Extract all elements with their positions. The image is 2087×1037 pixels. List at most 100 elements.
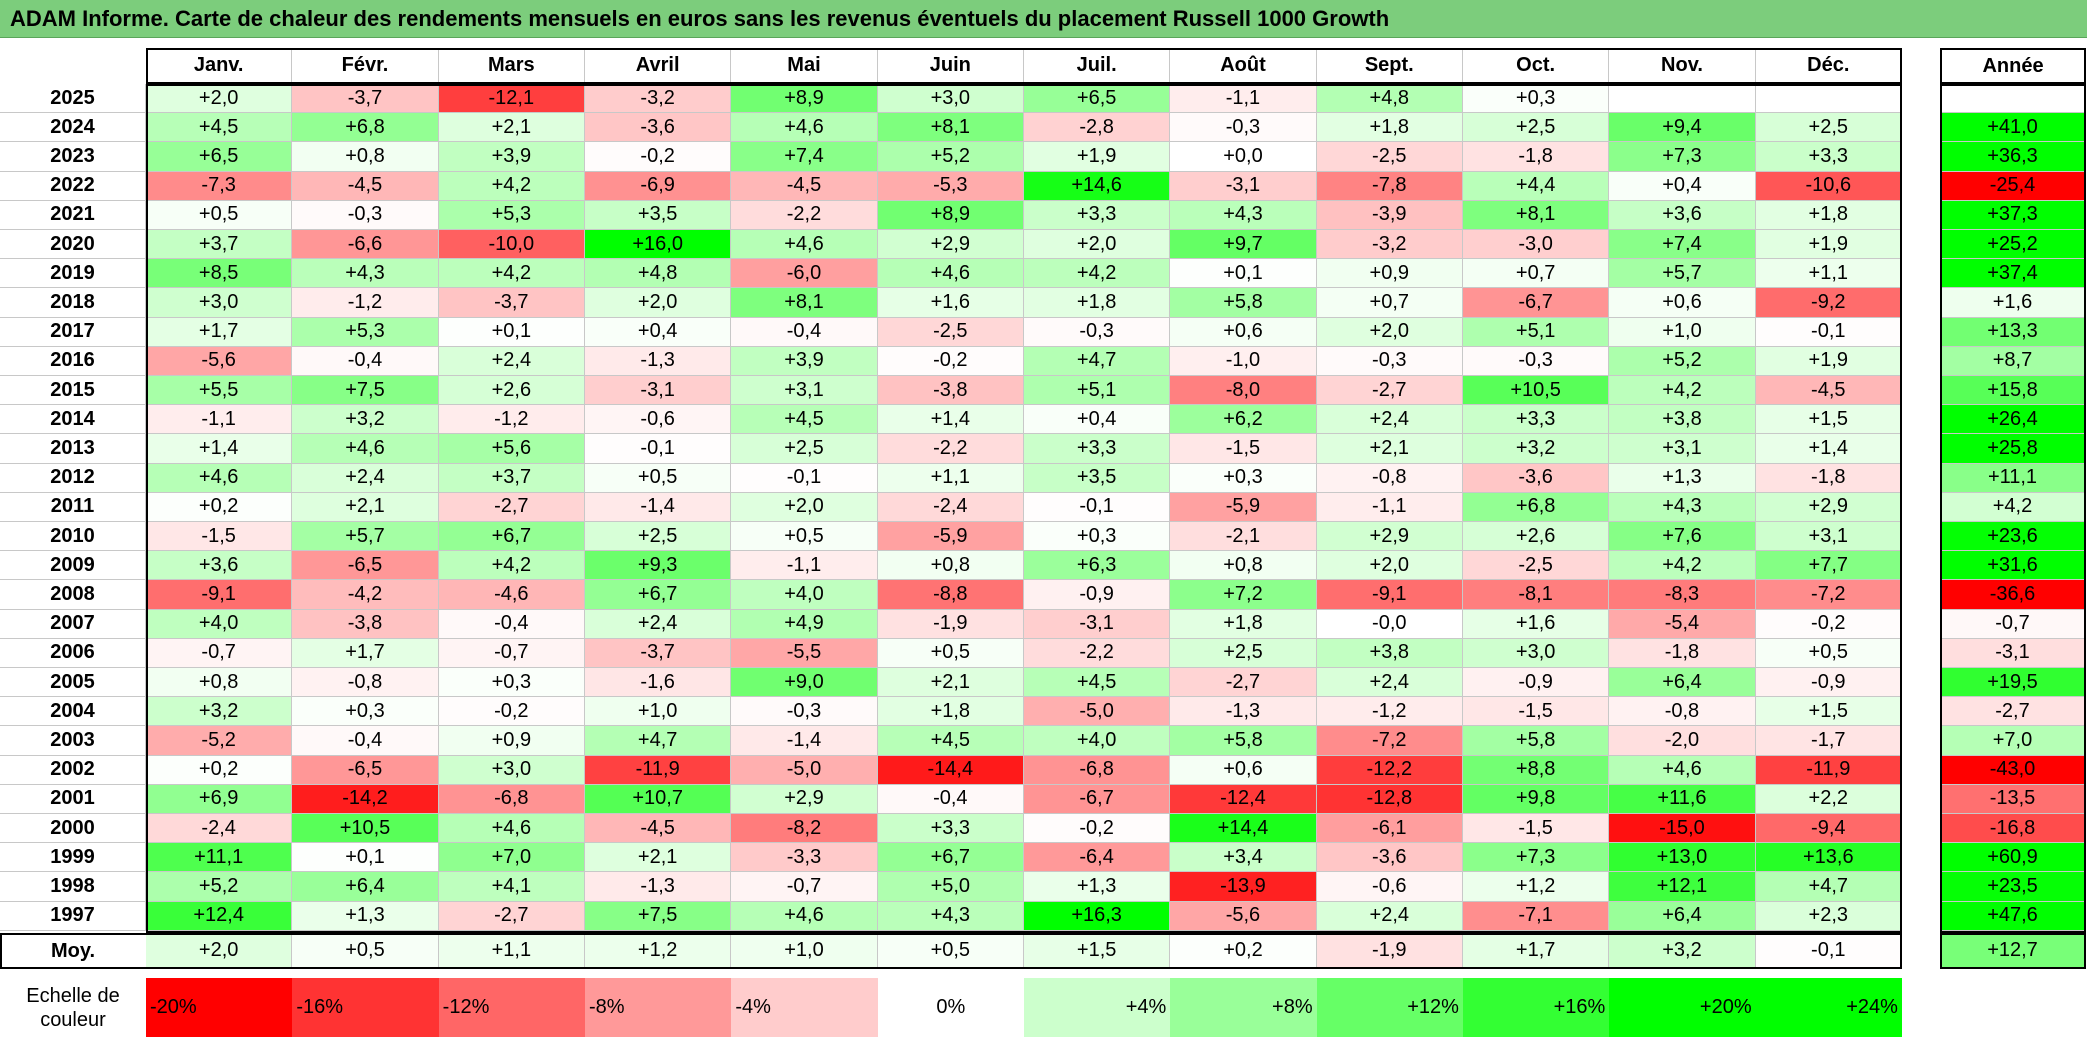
color-scale-step: +8% [1170, 978, 1317, 1037]
heatmap-cell: +2,6 [1462, 522, 1610, 552]
annual-cell: +25,2 [1940, 230, 2086, 260]
heatmap-cell: -0,6 [584, 405, 732, 435]
heatmap-cell: +2,1 [292, 492, 439, 522]
heatmap-cell: -0,9 [1462, 668, 1610, 698]
heatmap-cell: -3,7 [584, 638, 732, 668]
heatmap-cell: +4,2 [438, 551, 585, 581]
annual-cell: -43,0 [1940, 755, 2086, 785]
heatmap-cell: -5,6 [1170, 901, 1317, 931]
annual-cell: -36,6 [1940, 580, 2086, 610]
heatmap-cell: +1,1 [1755, 259, 1902, 289]
heatmap-cell: -8,0 [1170, 376, 1317, 406]
heatmap-cell: +6,4 [1609, 901, 1756, 931]
heatmap-cell: +4,7 [1023, 346, 1171, 376]
heatmap-cell: +8,1 [731, 288, 878, 318]
heatmap-cell: +1,2 [1462, 872, 1610, 902]
column-header: Déc. [1755, 48, 1902, 84]
heatmap-cell: +2,5 [1755, 113, 1902, 143]
heatmap-cell: -9,2 [1755, 288, 1902, 318]
heatmap-cell: -7,2 [1755, 580, 1902, 610]
row-year-label: 2019 [0, 259, 146, 289]
heatmap-cell: +0,7 [1462, 259, 1610, 289]
column-header: Oct. [1462, 48, 1610, 84]
heatmap-cell: +3,3 [1755, 142, 1902, 172]
heatmap-cell: +4,7 [584, 726, 732, 756]
heatmap-cell: +5,7 [292, 522, 439, 552]
heatmap-cell: +4,4 [1462, 171, 1610, 201]
heatmap-cell: +6,8 [292, 113, 439, 143]
heatmap-cell: -0,2 [1755, 609, 1902, 639]
heatmap-cell: +6,5 [1023, 84, 1171, 114]
heatmap-cell: +5,2 [146, 872, 293, 902]
heatmap-cell: +2,5 [584, 522, 732, 552]
row-year-label: 2000 [0, 814, 146, 844]
heatmap-cell: +3,3 [877, 814, 1024, 844]
heatmap-cell: +4,5 [877, 726, 1024, 756]
heatmap-cell: +3,2 [146, 697, 293, 727]
annual-cell: -13,5 [1940, 784, 2086, 814]
annual-cell: +13,3 [1940, 317, 2086, 347]
heatmap-cell: -1,8 [1609, 638, 1756, 668]
heatmap-cell: -7,1 [1462, 901, 1610, 931]
heatmap-cell: +6,7 [584, 580, 732, 610]
heatmap-cell: +4,9 [731, 609, 878, 639]
heatmap-cell: +6,7 [877, 843, 1024, 873]
heatmap-cell: -1,2 [1316, 697, 1463, 727]
heatmap-cell: +0,8 [146, 668, 293, 698]
annual-cell: +7,0 [1940, 726, 2086, 756]
heatmap-cell: +2,3 [1755, 901, 1902, 931]
heatmap-cell: -1,9 [877, 609, 1024, 639]
heatmap-cell: +0,5 [584, 463, 732, 493]
row-year-label: 2004 [0, 697, 146, 727]
heatmap-cell: -6,9 [584, 171, 732, 201]
heatmap-cell: -5,2 [146, 726, 293, 756]
annual-cell [1940, 84, 2086, 114]
heatmap-cell: +14,4 [1170, 814, 1317, 844]
row-year-label: 2010 [0, 522, 146, 552]
average-cell: -1,9 [1316, 933, 1463, 969]
heatmap-cell: +3,1 [1755, 522, 1902, 552]
heatmap-cell: +4,6 [731, 113, 878, 143]
row-year-label: 2021 [0, 200, 146, 230]
heatmap-cell: -1,2 [292, 288, 439, 318]
average-cell: +3,2 [1609, 933, 1756, 969]
row-year-label: 2020 [0, 230, 146, 260]
heatmap-cell: +16,3 [1023, 901, 1171, 931]
annual-cell: +11,1 [1940, 463, 2086, 493]
heatmap-cell: +0,1 [292, 843, 439, 873]
annual-cell: +26,4 [1940, 405, 2086, 435]
row-year-label: 1998 [0, 872, 146, 902]
row-year-label: 2011 [0, 492, 146, 522]
heatmap-cell: +0,5 [731, 522, 878, 552]
heatmap-cell: +2,2 [1755, 784, 1902, 814]
heatmap-cell: -1,1 [1170, 84, 1317, 114]
annual-cell: +41,0 [1940, 113, 2086, 143]
row-year-label: 2006 [0, 638, 146, 668]
heatmap-cell: -0,9 [1023, 580, 1171, 610]
column-header: Avril [584, 48, 732, 84]
heatmap-cell: +8,1 [877, 113, 1024, 143]
heatmap-cell [1609, 84, 1756, 114]
heatmap-cell: -0,2 [1023, 814, 1171, 844]
heatmap-cell: -0,3 [292, 200, 439, 230]
heatmap-cell: -0,1 [1755, 317, 1902, 347]
heatmap-cell: +10,5 [292, 814, 439, 844]
heatmap-cell: -0,8 [292, 668, 439, 698]
heatmap-cell: +5,8 [1170, 288, 1317, 318]
heatmap-cell: -2,2 [877, 434, 1024, 464]
heatmap-cell: -1,5 [1462, 697, 1610, 727]
heatmap-cell: -0,7 [146, 638, 293, 668]
heatmap-cell: +10,7 [584, 784, 732, 814]
heatmap-cell: +3,8 [1316, 638, 1463, 668]
heatmap-cell: -2,7 [438, 492, 585, 522]
heatmap-cell: +0,3 [292, 697, 439, 727]
heatmap-cell: -4,5 [731, 171, 878, 201]
heatmap-cell: +0,5 [146, 200, 293, 230]
heatmap-cell: -9,4 [1755, 814, 1902, 844]
average-annual-cell: +12,7 [1940, 933, 2086, 969]
average-cell: +0,5 [292, 933, 439, 969]
heatmap-cell: +8,9 [731, 84, 878, 114]
annual-cell: +31,6 [1940, 551, 2086, 581]
year-column-header: Année [1940, 48, 2086, 84]
heatmap-cell: +0,8 [877, 551, 1024, 581]
